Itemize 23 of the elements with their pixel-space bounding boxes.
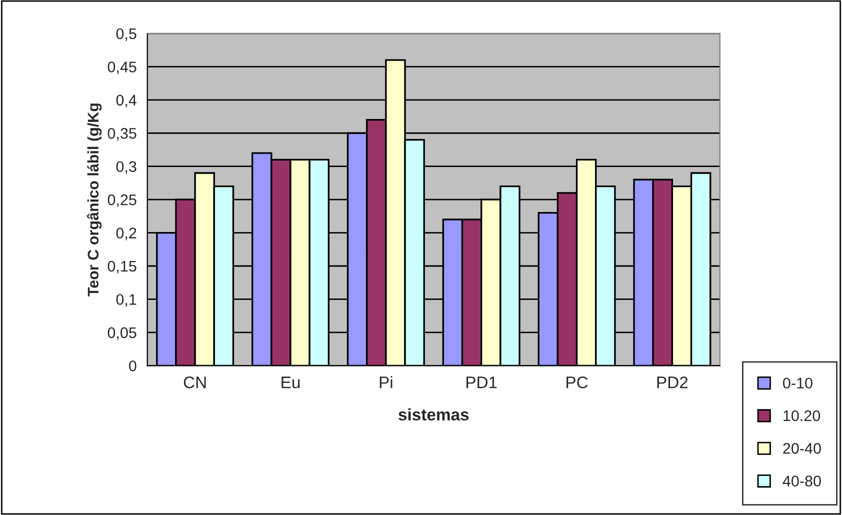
y-axis-title: Teor C orgânico lábil (g/Kg — [87, 104, 102, 296]
y-tick-label: 0,4 — [116, 94, 136, 108]
x-tick-label: Eu — [282, 376, 300, 388]
y-tick-label: 0,1 — [116, 294, 136, 307]
y-tick-label: 0,45 — [108, 62, 136, 74]
y-tick-label: 0,35 — [108, 128, 136, 141]
y-tick-label: 0,5 — [116, 28, 136, 41]
y-tick-label: 0 — [129, 360, 136, 372]
legend-label: 10.20 — [784, 410, 820, 422]
y-tick-label: 0,3 — [116, 161, 136, 174]
legend-label: 20-40 — [783, 443, 821, 454]
x-tick-label: PD2 — [657, 376, 688, 388]
y-tick-label: 0,15 — [108, 260, 136, 274]
legend-label: 40-80 — [782, 476, 821, 486]
x-tick-label: PD1 — [466, 376, 497, 388]
y-tick-label: 0,05 — [108, 327, 136, 340]
legend-label: 0-10 — [783, 378, 812, 389]
y-tick-label: 0,25 — [108, 194, 136, 208]
x-axis-title: sistemas — [398, 408, 469, 421]
y-tick-label: 0,2 — [116, 228, 136, 240]
x-tick-label: PC — [566, 376, 588, 388]
x-tick-label: Pi — [380, 376, 392, 388]
x-tick-label: CN — [184, 376, 206, 388]
